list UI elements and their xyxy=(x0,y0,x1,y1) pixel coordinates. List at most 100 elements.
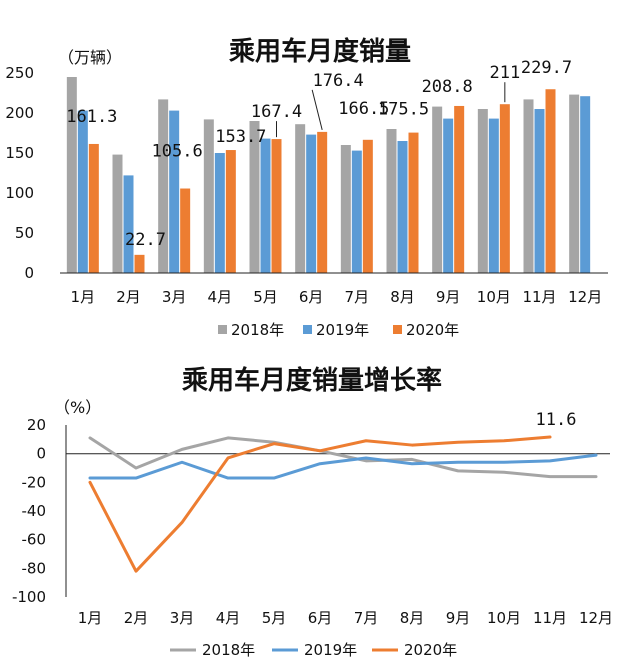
bar-2018年-10月 xyxy=(477,109,488,273)
line-y-tick-label: 0 xyxy=(36,445,46,463)
bar-x-tick-label: 8月 xyxy=(390,288,415,306)
bar-2018年-2月 xyxy=(112,154,123,273)
bar-2020年-5月 xyxy=(271,139,282,273)
bar-2018年-11月 xyxy=(523,99,534,274)
bar-x-tick-label: 9月 xyxy=(436,288,461,306)
line-series-2020年 xyxy=(88,435,552,573)
bar-2018年-3月 xyxy=(158,99,169,274)
bar-2018年-4月 xyxy=(203,119,214,274)
bar-data-label: 208.8 xyxy=(422,77,473,97)
line-x-tick-label: 8月 xyxy=(400,609,425,627)
bar-data-label: 166.5 xyxy=(338,99,389,119)
bar-2020年-1月 xyxy=(88,143,99,273)
bar-data-label: 167.4 xyxy=(251,102,302,122)
line-series-2019年 xyxy=(88,453,598,480)
line-legend: 2018年 2019年 2020年 xyxy=(170,641,457,659)
line-x-tick-label: 6月 xyxy=(308,609,333,627)
bar-2018年-7月 xyxy=(340,145,351,273)
bar-data-label: 22.7 xyxy=(125,230,166,250)
bar-y-tick-label: 150 xyxy=(5,144,34,162)
bar-2019年-9月 xyxy=(443,118,454,273)
bar-x-tick-label: 2月 xyxy=(116,288,141,306)
bar-x-tick-label: 5月 xyxy=(253,288,278,306)
line-y-tick-label: 20 xyxy=(27,416,46,434)
line-x-tick-label: 4月 xyxy=(216,609,241,627)
bar-2018年-8月 xyxy=(386,129,397,273)
bar-2019年-2月 xyxy=(123,175,134,273)
bar-legend-label: 2020年 xyxy=(406,321,459,339)
line-y-tick-label: -40 xyxy=(22,502,47,520)
bar-2019年-4月 xyxy=(214,153,225,273)
bar-2019年-7月 xyxy=(351,150,362,273)
bar-2018年-12月 xyxy=(569,94,580,273)
line-x-tick-label: 11月 xyxy=(533,609,567,627)
line-marks xyxy=(88,435,598,573)
bar-2019年-8月 xyxy=(397,141,408,273)
bar-x-tick-label: 6月 xyxy=(299,288,324,306)
bar-x-tick-label: 11月 xyxy=(522,288,556,306)
bar-2019年-12月 xyxy=(580,96,591,273)
bar-y-tick-label: 250 xyxy=(5,64,34,82)
bar-y-tick-label: 50 xyxy=(15,224,34,242)
line-x-tick-label: 1月 xyxy=(78,609,103,627)
bar-x-tick-label: 3月 xyxy=(162,288,187,306)
line-y-tick-label: -60 xyxy=(22,531,47,549)
bar-2020年-4月 xyxy=(225,150,236,273)
line-y-axis: 20 0 -20 -40 -60 -80 -100 xyxy=(12,416,46,606)
bar-marks xyxy=(66,77,591,274)
bar-2019年-1月 xyxy=(77,110,88,273)
bar-y-tick-label: 200 xyxy=(5,104,34,122)
bar-2020年-9月 xyxy=(454,105,465,274)
bar-x-tick-label: 4月 xyxy=(208,288,233,306)
bar-2020年-11月 xyxy=(545,89,556,274)
line-legend-label: 2018年 xyxy=(202,641,255,659)
line-x-tick-label: 9月 xyxy=(446,609,471,627)
bar-data-label: 153.7 xyxy=(215,127,266,147)
bar-y-axis: 0 50 100 150 200 250 xyxy=(5,64,34,282)
bar-legend-swatch xyxy=(303,325,312,334)
bar-legend-swatch xyxy=(393,325,402,334)
line-y-tick-label: -20 xyxy=(22,473,47,491)
line-chart: 乘用车月度销量增长率 （%） 20 0 -20 -40 -60 -80 -100 1月 2月 3… xyxy=(12,365,613,659)
bar-data-label: 105.6 xyxy=(152,142,203,162)
bar-y-tick-label: 100 xyxy=(5,184,34,202)
bar-2019年-11月 xyxy=(534,109,545,273)
bar-2020年-2月 xyxy=(134,254,145,273)
bar-2020年-8月 xyxy=(408,132,419,273)
bar-2020年-7月 xyxy=(362,139,373,273)
line-y-tick-label: -100 xyxy=(12,588,46,606)
line-legend-label: 2020年 xyxy=(404,641,457,659)
bar-legend-label: 2018年 xyxy=(231,321,284,339)
line-x-tick-label: 12月 xyxy=(579,609,613,627)
bar-x-tick-label: 12月 xyxy=(568,288,602,306)
bar-legend-swatch xyxy=(218,325,227,334)
line-chart-unit: （%） xyxy=(54,398,101,417)
bar-x-tick-label: 10月 xyxy=(477,288,511,306)
bar-2018年-1月 xyxy=(66,77,77,273)
bar-2020年-6月 xyxy=(317,131,328,273)
line-x-tick-label: 2月 xyxy=(124,609,149,627)
bar-chart-unit: （万辆） xyxy=(58,48,122,67)
bar-legend: 2018年 2019年 2020年 xyxy=(218,321,459,339)
bar-2019年-6月 xyxy=(306,134,317,273)
line-x-tick-label: 10月 xyxy=(487,609,521,627)
bar-data-label: 176.4 xyxy=(313,71,364,91)
line-x-tick-label: 5月 xyxy=(262,609,287,627)
bar-data-label: 211 xyxy=(489,63,520,83)
bar-chart: 乘用车月度销量 （万辆） 0 50 100 150 200 250 1月 2月 3月 4月 5月 6… xyxy=(5,36,608,339)
line-x-axis: 1月 2月 3月 4月 5月 6月 7月 8月 9月 10月 11月 12月 xyxy=(78,609,613,627)
bar-x-tick-label: 7月 xyxy=(345,288,370,306)
line-x-tick-label: 7月 xyxy=(354,609,379,627)
bar-2020年-3月 xyxy=(180,188,191,273)
bar-x-axis: 1月 2月 3月 4月 5月 6月 7月 8月 9月 10月 11月 12月 xyxy=(71,288,603,306)
bar-2020年-10月 xyxy=(499,104,510,273)
bar-2018年-6月 xyxy=(295,124,306,273)
line-legend-label: 2019年 xyxy=(304,641,357,659)
bar-2019年-10月 xyxy=(488,118,499,273)
bar-2019年-5月 xyxy=(260,138,271,273)
line-chart-title: 乘用车月度销量增长率 xyxy=(181,365,442,396)
bar-data-label: 175.5 xyxy=(378,100,429,120)
bar-2019年-3月 xyxy=(169,110,180,273)
